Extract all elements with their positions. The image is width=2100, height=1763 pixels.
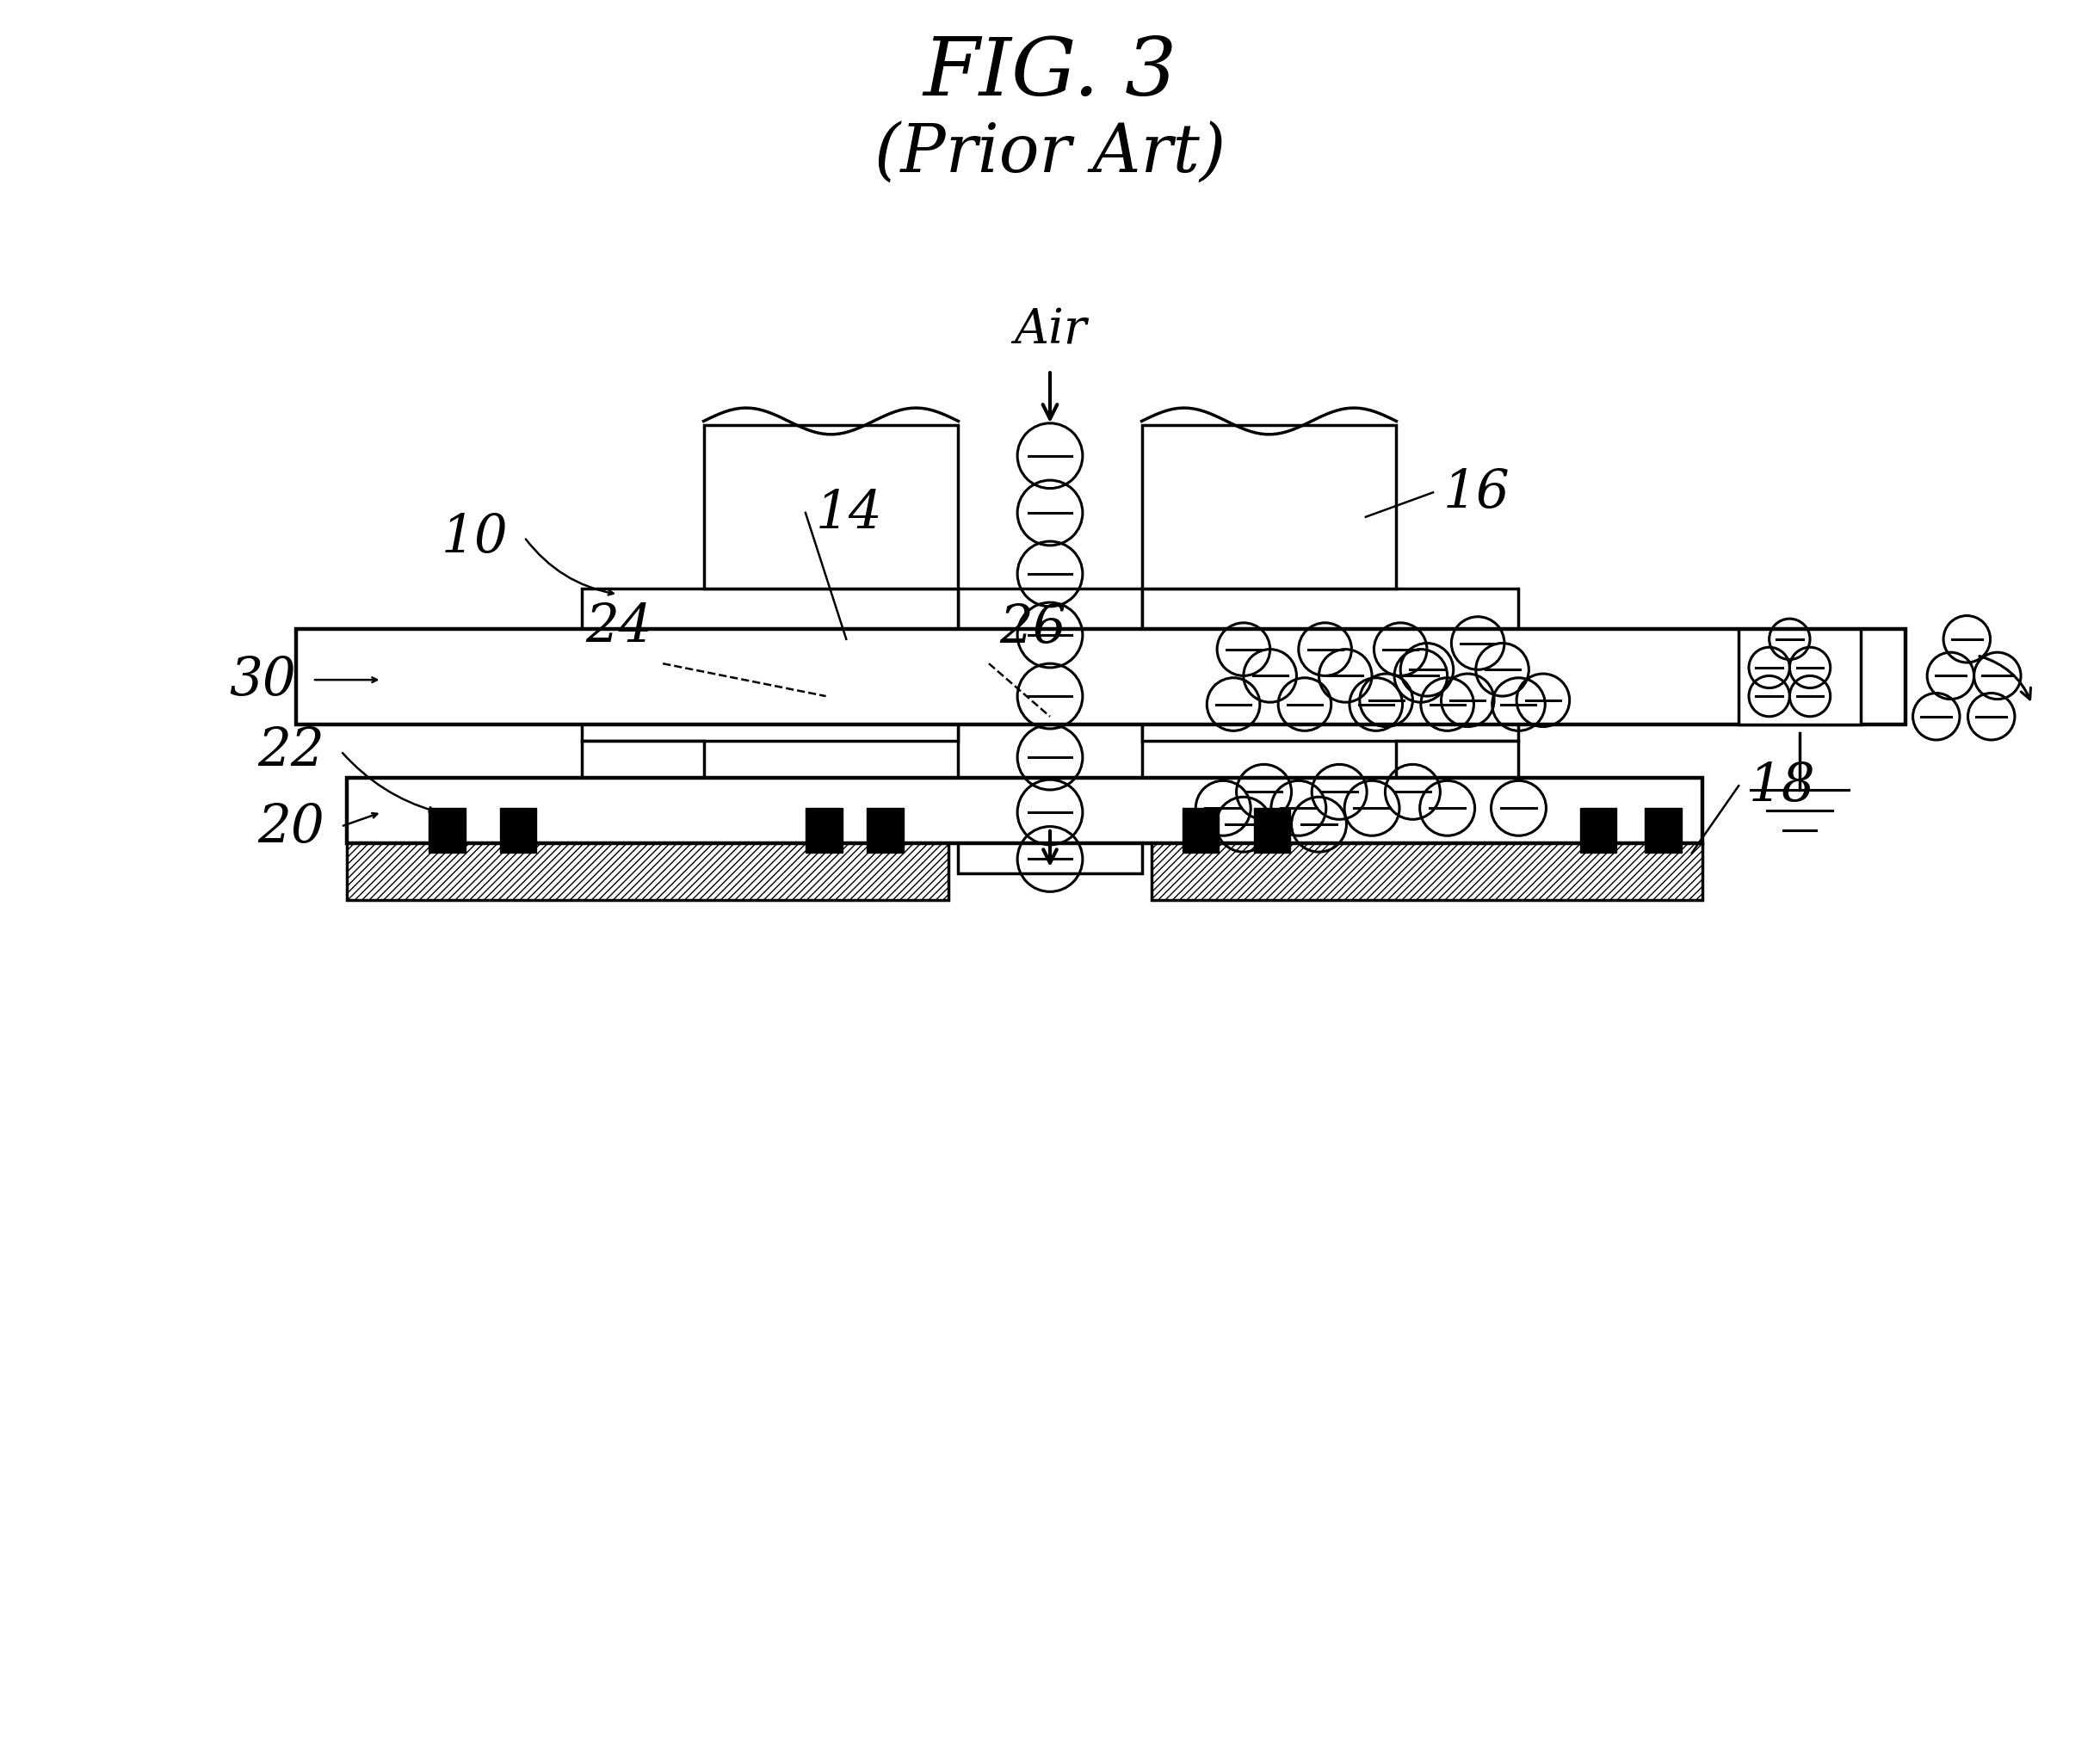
Text: 24: 24 (586, 601, 653, 654)
Text: 14: 14 (815, 487, 882, 539)
Bar (296, 629, 1905, 725)
Text: 20: 20 (258, 800, 326, 852)
Text: (Prior Art): (Prior Art) (874, 122, 1226, 187)
Bar (1254, 807, 1289, 853)
Bar (1142, 589, 1518, 740)
Text: FIG. 3: FIG. 3 (922, 33, 1178, 111)
Text: 30: 30 (229, 654, 296, 705)
Bar (346, 777, 1701, 843)
Bar (428, 807, 466, 853)
Text: 10: 10 (441, 511, 508, 562)
Bar (346, 843, 947, 899)
Bar (1579, 807, 1617, 853)
Bar (1142, 425, 1396, 589)
Text: 26: 26 (1000, 601, 1067, 654)
Text: 18: 18 (1749, 760, 1816, 811)
Bar (582, 589, 958, 740)
Bar (806, 807, 842, 853)
Bar (582, 740, 704, 822)
Bar (958, 589, 1142, 873)
Bar (1644, 807, 1682, 853)
Text: Air: Air (1014, 307, 1086, 354)
Bar (1153, 843, 1701, 899)
Bar (704, 425, 958, 589)
Bar (867, 807, 903, 853)
Bar (1182, 807, 1220, 853)
Text: 16: 16 (1443, 467, 1510, 518)
Text: 22: 22 (258, 725, 326, 777)
Bar (500, 807, 538, 853)
Bar (1739, 629, 1861, 725)
Bar (1396, 740, 1518, 822)
